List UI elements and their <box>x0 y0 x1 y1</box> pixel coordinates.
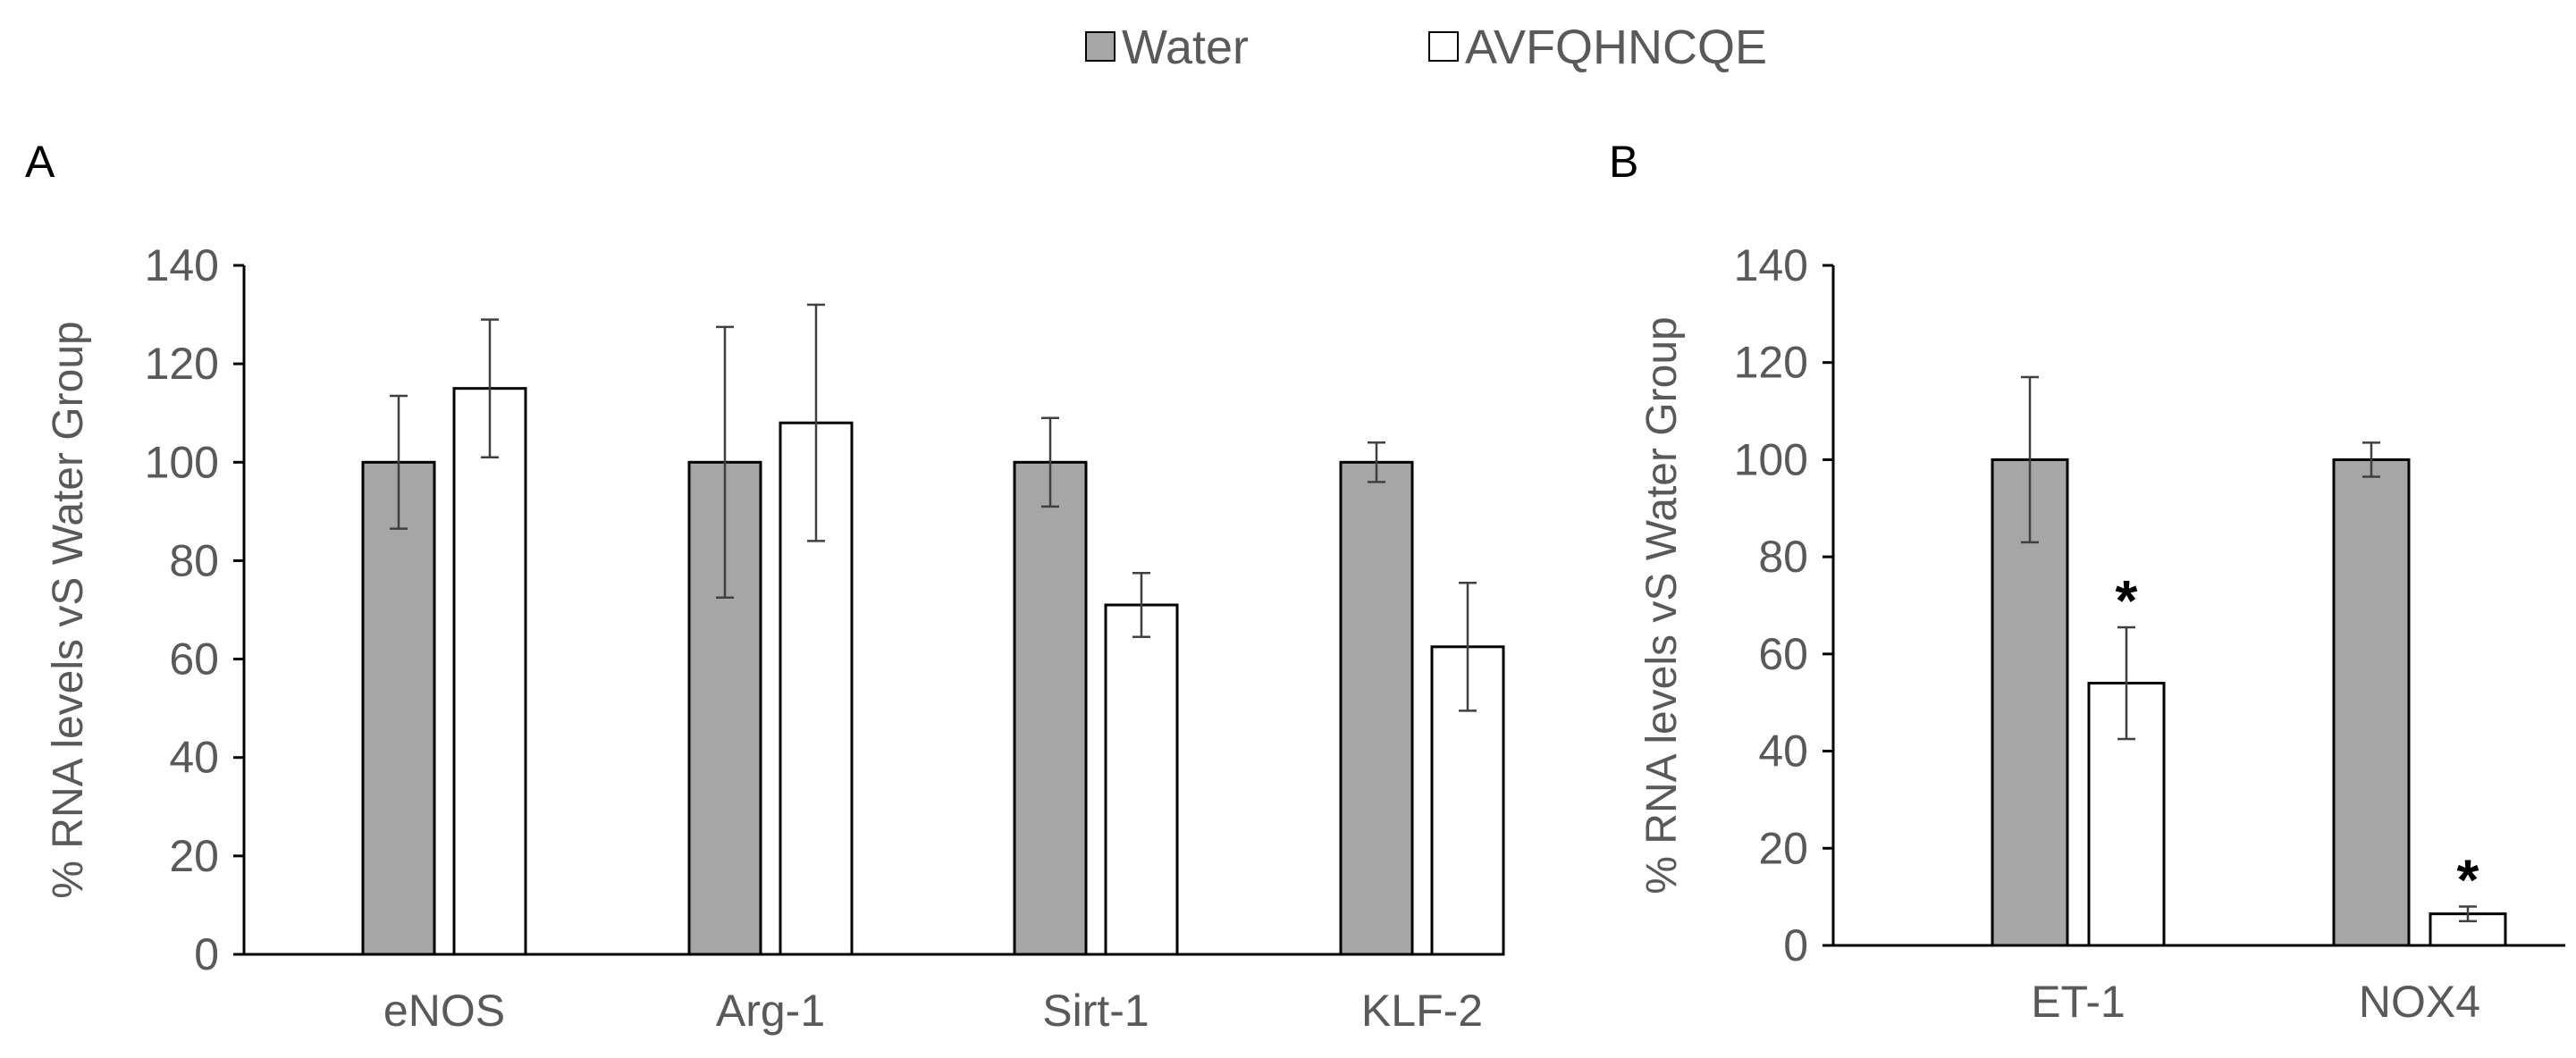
bar-a-Sirt-1-Water <box>1013 460 1088 956</box>
significance-marker-b-NOX4: * <box>2457 848 2479 912</box>
bar-a-eNOS-AVFQHNCQE <box>452 387 527 956</box>
y-tick-label-b-60: 60 <box>1758 629 1808 679</box>
error-bar-a-Arg-1-Water <box>716 325 734 599</box>
legend-swatch-water <box>1085 31 1115 62</box>
panel-label-a: A <box>25 137 55 187</box>
bar-b-NOX4-Water <box>2332 458 2411 947</box>
error-bar-b-NOX4-Water <box>2362 441 2380 478</box>
error-bar-b-NOX4-AVFQHNCQE <box>2459 905 2477 923</box>
y-tick-label-b-20: 20 <box>1758 823 1808 873</box>
bar-a-eNOS-Water <box>361 460 436 956</box>
error-bar-b-ET-1-AVFQHNCQE <box>2117 626 2135 741</box>
y-tick-label-a-0: 0 <box>194 929 219 979</box>
y-tick-label-a-20: 20 <box>169 831 219 881</box>
error-bar-a-KLF-2-AVFQHNCQE <box>1459 581 1477 712</box>
legend-swatch-avfqhncqe <box>1428 31 1459 62</box>
error-bar-a-eNOS-AVFQHNCQE <box>481 318 499 459</box>
x-category-label-b-ET-1: ET-1 <box>2031 977 2126 1027</box>
y-axis-label-b: % RNA levels vS Water Group <box>1638 316 1686 894</box>
y-tick-label-b-80: 80 <box>1758 532 1808 582</box>
bar-a-KLF-2-Water <box>1339 460 1414 956</box>
x-category-label-b-NOX4: NOX4 <box>2359 977 2480 1027</box>
legend-label-avfqhncqe: AVFQHNCQE <box>1465 21 1767 74</box>
error-bar-a-KLF-2-Water <box>1368 441 1385 483</box>
y-tick-label-a-80: 80 <box>169 535 219 585</box>
y-tick-label-b-120: 120 <box>1734 338 1808 388</box>
panel-b: B 0 20 40 60 80 100 120 140 % RNA levels vS Wate… <box>1609 137 2565 1027</box>
x-category-label-a-Arg-1: Arg-1 <box>716 986 825 1036</box>
error-bar-a-Sirt-1-AVFQHNCQE <box>1132 571 1150 639</box>
panel-label-b: B <box>1609 137 1638 187</box>
y-tick-label-b-40: 40 <box>1758 726 1808 777</box>
legend: Water AVFQHNCQE <box>1085 21 1767 74</box>
y-tick-label-b-100: 100 <box>1734 434 1808 484</box>
y-tick-label-b-0: 0 <box>1783 920 1808 970</box>
y-tick-label-a-120: 120 <box>145 339 219 389</box>
y-tick-label-a-40: 40 <box>169 733 219 783</box>
significance-marker-b-ET-1: * <box>2116 568 2138 633</box>
error-bar-a-Sirt-1-Water <box>1041 416 1059 508</box>
error-bar-a-eNOS-Water <box>390 394 408 530</box>
y-axis-label-a: % RNA levels vS Water Group <box>45 321 92 898</box>
error-bar-b-ET-1-Water <box>2021 375 2039 544</box>
x-category-label-a-Sirt-1: Sirt-1 <box>1042 986 1149 1036</box>
error-bar-a-Arg-1-AVFQHNCQE <box>807 303 825 542</box>
y-tick-label-a-60: 60 <box>169 634 219 684</box>
legend-label-water: Water <box>1122 21 1249 74</box>
bar-a-Sirt-1-AVFQHNCQE <box>1104 603 1179 956</box>
panel-a: A 0 20 40 60 80 100 120 140 % RNA levels vS Wate… <box>25 137 1505 1036</box>
x-category-label-a-eNOS: eNOS <box>383 986 505 1036</box>
x-category-label-a-KLF-2: KLF-2 <box>1361 986 1483 1036</box>
y-tick-label-a-100: 100 <box>145 437 219 487</box>
y-tick-label-a-140: 140 <box>145 240 219 290</box>
y-tick-label-b-140: 140 <box>1734 240 1808 290</box>
